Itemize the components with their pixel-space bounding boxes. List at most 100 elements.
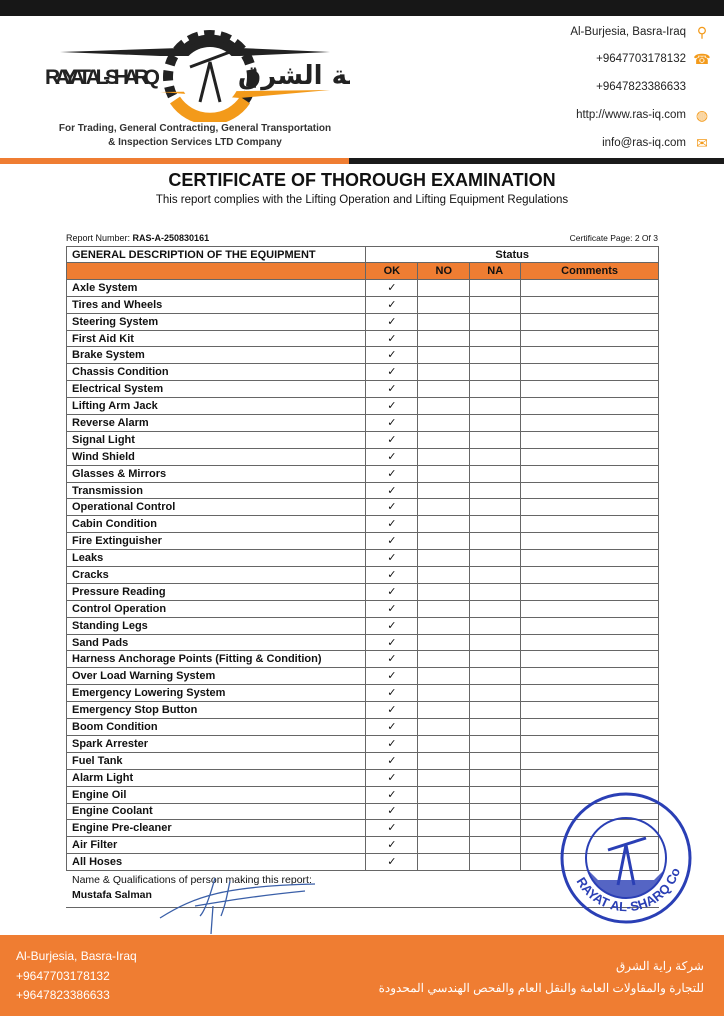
signature-block: Name & Qualifications of person making t…	[66, 871, 659, 908]
table-row: Glasses & Mirrors ✓	[65, 464, 659, 483]
ok-cell: ✓	[365, 684, 419, 703]
contact-text[interactable]: http://www.ras-iq.com	[576, 109, 686, 121]
item-name: Signal Light	[65, 430, 367, 449]
footer-contact: Al-Burjesia, Basra-Iraq +9647703178132 +…	[16, 947, 137, 1006]
table-row: All Hoses ✓	[65, 853, 659, 872]
na-cell	[469, 312, 522, 331]
contact-text: Al-Burjesia, Basra-Iraq	[570, 26, 686, 38]
item-name: Tires and Wheels	[65, 295, 367, 314]
na-cell	[469, 498, 522, 517]
ok-cell: ✓	[365, 295, 419, 314]
comments-cell	[520, 751, 659, 770]
no-cell	[417, 515, 471, 534]
contact-text[interactable]: info@ras-iq.com	[602, 137, 686, 149]
item-name: All Hoses	[65, 853, 367, 872]
comments-cell	[520, 481, 659, 500]
comments-cell	[520, 684, 659, 703]
footer-arabic-line-2: للتجارة والمقاولات العامة والنقل العام و…	[378, 981, 704, 995]
comments-cell	[520, 363, 659, 382]
item-name: Fuel Tank	[65, 751, 367, 770]
comments-cell	[520, 650, 659, 669]
no-cell	[417, 346, 471, 365]
item-name: Cabin Condition	[65, 515, 367, 534]
comments-cell	[520, 566, 659, 584]
contact-phone-2: +9647823386633	[596, 79, 710, 95]
item-name: Over Load Warning System	[65, 667, 367, 686]
no-cell	[417, 718, 471, 736]
comments-cell	[520, 397, 659, 416]
comments-cell	[520, 515, 659, 534]
ok-cell: ✓	[365, 430, 419, 449]
comments-cell	[520, 498, 659, 517]
ok-cell: ✓	[365, 329, 419, 348]
no-cell	[417, 447, 471, 466]
no-cell	[417, 582, 471, 601]
item-name: Engine Pre-cleaner	[65, 819, 367, 838]
no-cell	[417, 532, 471, 551]
item-name: Transmission	[65, 481, 367, 500]
contact-website[interactable]: http://www.ras-iq.com ◍	[576, 107, 710, 123]
comments-cell	[520, 549, 659, 568]
na-cell	[469, 734, 522, 753]
company-logo: RAYAT AL-SHARQ راية الشرق	[45, 30, 350, 122]
ok-cell: ✓	[365, 667, 419, 686]
na-cell	[469, 414, 522, 432]
table-row: Control Operation ✓	[65, 599, 659, 618]
comments-cell	[520, 464, 659, 483]
no-cell	[417, 751, 471, 770]
no-cell	[417, 312, 471, 331]
table-row: Chassis Condition ✓	[65, 363, 659, 382]
na-cell	[469, 633, 522, 652]
status-header: Status	[365, 246, 659, 263]
comments-cell	[520, 582, 659, 601]
svg-text:RAYAT AL-SHARQ: RAYAT AL-SHARQ	[45, 66, 160, 89]
no-cell	[417, 363, 471, 382]
contact-email[interactable]: info@ras-iq.com ✉	[602, 135, 710, 151]
table-row: Spark Arrester ✓	[65, 734, 659, 753]
comments-cell	[520, 718, 659, 736]
na-cell	[469, 582, 522, 601]
no-cell	[417, 430, 471, 449]
phone-icon: ☎	[693, 50, 711, 67]
envelope-icon: ✉	[696, 134, 708, 151]
contact-text: +9647823386633	[596, 81, 686, 93]
inspection-table: GENERAL DESCRIPTION OF THE EQUIPMENT Stat…	[65, 246, 659, 872]
location-pin-icon: ⚲	[696, 23, 708, 40]
table-row: Engine Pre-cleaner ✓	[65, 819, 659, 838]
handwritten-signature	[159, 877, 316, 935]
ok-cell: ✓	[365, 785, 419, 804]
signature-label: Name & Qualifications of person making t…	[72, 874, 312, 886]
table-row: Alarm Light ✓	[65, 768, 659, 787]
document-title: CERTIFICATE OF THOROUGH EXAMINATION	[168, 170, 556, 190]
no-cell	[417, 768, 471, 787]
item-name: Chassis Condition	[65, 363, 367, 382]
ok-cell: ✓	[365, 532, 419, 551]
col-no: NO	[417, 262, 471, 280]
blank-header	[65, 262, 367, 280]
ok-cell: ✓	[365, 278, 419, 297]
table-row: Harness Anchorage Points (Fitting & Cond…	[65, 650, 659, 669]
na-cell	[469, 566, 522, 584]
ok-cell: ✓	[365, 566, 419, 584]
ok-cell: ✓	[365, 751, 419, 770]
top-bar	[0, 0, 724, 16]
no-cell	[417, 819, 471, 838]
no-cell	[417, 566, 471, 584]
no-cell	[417, 414, 471, 432]
table-row: Engine Coolant ✓	[65, 802, 659, 821]
table-row: Tires and Wheels ✓	[65, 295, 659, 314]
comments-cell	[520, 701, 659, 720]
table-row: Cracks ✓	[65, 566, 659, 584]
item-name: First Aid Kit	[65, 329, 367, 348]
comments-cell	[520, 532, 659, 551]
item-name: Air Filter	[65, 836, 367, 855]
comments-cell	[520, 819, 659, 838]
item-name: Pressure Reading	[65, 582, 367, 601]
table-row: Signal Light ✓	[65, 430, 659, 449]
certificate-page: Certificate Page: 2 Of 3	[569, 233, 658, 243]
ok-cell: ✓	[365, 599, 419, 618]
comments-cell	[520, 667, 659, 686]
comments-cell	[520, 329, 659, 348]
na-cell	[469, 701, 522, 720]
no-cell	[417, 549, 471, 568]
